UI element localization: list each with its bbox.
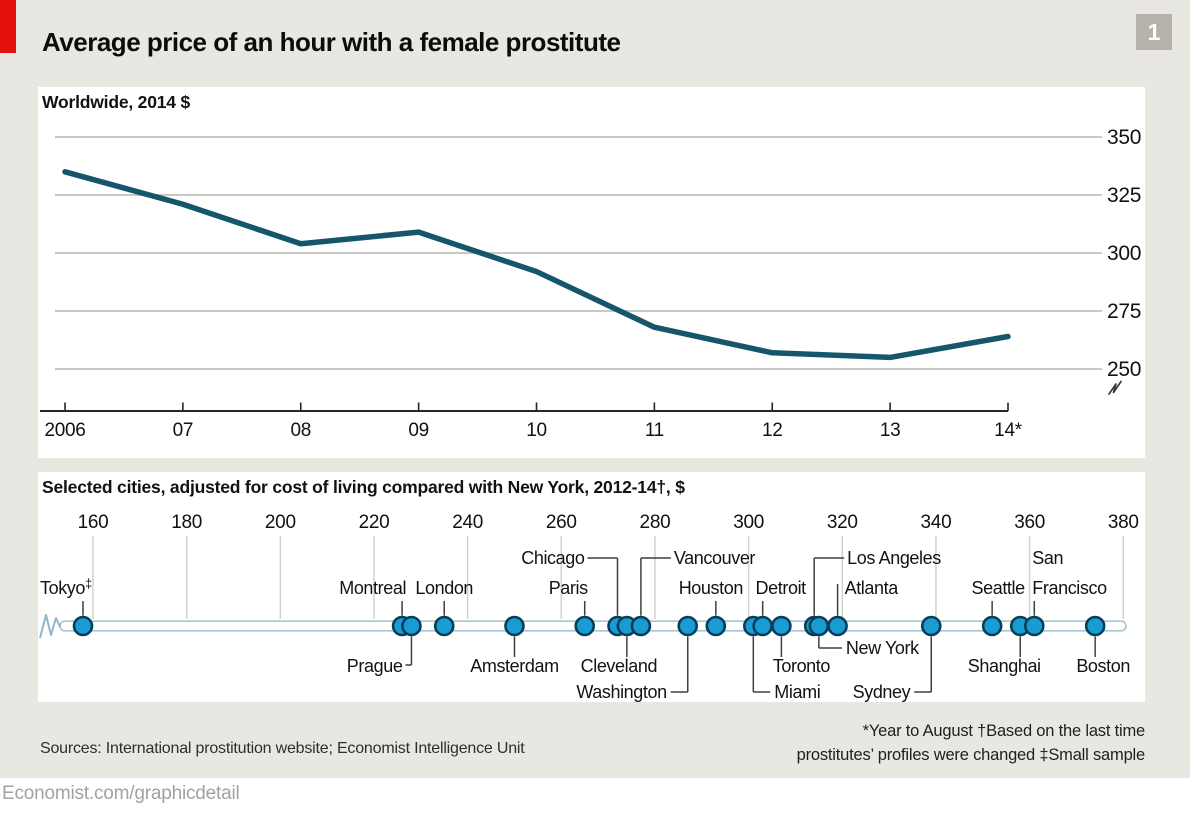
city-dot-detroit: [752, 615, 773, 637]
axis-break-squiggle-icon: [39, 614, 61, 639]
city-dot-san-francisco: [1023, 615, 1045, 637]
city-label: Boston: [1076, 656, 1130, 676]
city-label: Paris: [549, 578, 588, 598]
city-dot-houston: [705, 615, 727, 637]
economist-red-tab: [0, 0, 16, 53]
city-dot-boston: [1084, 615, 1106, 637]
city-label: Francisco: [1032, 578, 1107, 598]
city-label: New York: [846, 638, 920, 658]
x-tick-label: 280: [640, 512, 671, 533]
figure-number-badge: 1: [1136, 14, 1172, 50]
city-label: Prague: [347, 656, 403, 676]
city-dot-new-york: [808, 615, 830, 637]
x-tick-label: 07: [173, 420, 194, 441]
city-label: Sydney: [853, 682, 911, 702]
city-dot-sydney: [920, 615, 942, 637]
city-price-dot-plot: 160 180 200 220 240 260 280 300 320 340 360 380 Toky…: [39, 512, 1139, 702]
x-tick-label: 340: [921, 512, 952, 533]
x-tick-label: 300: [733, 512, 764, 533]
city-label: Seattle: [972, 578, 1026, 598]
city-dot-amsterdam: [504, 615, 525, 637]
x-tick-label: 160: [78, 512, 109, 533]
worldwide-price-line-chart: 250 275 300 325 350 2006 07 08 09 10 11 12 13 14*: [40, 126, 1141, 441]
page-title: Average price of an hour with a female p…: [42, 27, 621, 57]
city-dot-paris: [574, 615, 596, 637]
y-tick-label: 350: [1107, 126, 1141, 149]
city-dot-tokyo: [72, 615, 94, 637]
x-tick-label: 200: [265, 512, 296, 533]
city-label: Shanghai: [968, 656, 1041, 676]
city-label: Detroit: [756, 578, 807, 598]
x-tick-label: 360: [1014, 512, 1045, 533]
city-dot-prague: [401, 615, 422, 637]
x-tick-label: 380: [1108, 512, 1139, 533]
city-label: San: [1032, 548, 1063, 568]
city-label: Montreal: [339, 578, 406, 598]
city-dot-plot-panel: Selected cities, adjusted for cost of li…: [38, 472, 1145, 702]
city-label: London: [415, 578, 473, 598]
city-label: Miami: [774, 682, 820, 702]
footnote-line-1: *Year to August †Based on the last time: [862, 722, 1146, 740]
city-label: Tokyo‡: [40, 576, 92, 598]
city-label: Amsterdam: [470, 656, 558, 676]
y-tick-label: 300: [1107, 242, 1141, 265]
city-dot-atlanta: [827, 615, 848, 637]
x-tick-label: 260: [546, 512, 577, 533]
city-label: Toronto: [773, 656, 831, 676]
city-label: Chicago: [521, 548, 585, 568]
city-dot-seattle: [981, 615, 1003, 637]
city-dot-london: [433, 615, 455, 637]
sources-line: Sources: International prostitution webs…: [40, 740, 525, 757]
city-label: Atlanta: [845, 578, 900, 598]
x-tick-label: 2006: [44, 420, 85, 441]
city-label: Houston: [679, 578, 743, 598]
x-tick-label: 13: [880, 420, 901, 441]
footnote-line-2: prostitutes’ profiles were changed ‡Smal…: [796, 746, 1146, 764]
x-tick-label: 10: [526, 420, 547, 441]
city-label: Cleveland: [581, 656, 657, 676]
y-tick-label: 275: [1107, 300, 1141, 323]
x-tick-label: 320: [827, 512, 858, 533]
city-label: Los Angeles: [847, 548, 941, 568]
city-label: Vancouver: [674, 548, 756, 568]
x-tick-label: 11: [645, 420, 664, 441]
y-tick-label: 250: [1107, 358, 1141, 381]
x-tick-label: 08: [290, 420, 311, 441]
line-chart-subtitle: Worldwide, 2014 $: [42, 92, 190, 112]
x-tick-label: 12: [762, 420, 783, 441]
city-dot-washington: [677, 615, 699, 637]
city-dot-vancouver: [630, 615, 652, 637]
price-line-series: [62, 169, 1011, 361]
footnotes: *Year to August †Based on the last time …: [796, 719, 1146, 767]
x-tick-label: 220: [359, 512, 390, 533]
axis-break-icon: [1108, 380, 1122, 395]
x-tick-label: 180: [171, 512, 202, 533]
graphicdetail-link[interactable]: Economist.com/graphicdetail: [2, 783, 240, 804]
city-dot-toronto: [771, 615, 792, 637]
x-tick-label: 14*: [994, 420, 1023, 441]
x-tick-label: 240: [452, 512, 483, 533]
city-label: Washington: [576, 682, 666, 702]
line-chart-panel: Worldwide, 2014 $ 250 275 300 325 350 2006 07 0…: [38, 87, 1145, 458]
y-tick-label: 325: [1107, 184, 1141, 207]
dot-plot-subtitle: Selected cities, adjusted for cost of li…: [42, 477, 685, 497]
x-tick-label: 09: [408, 420, 429, 441]
